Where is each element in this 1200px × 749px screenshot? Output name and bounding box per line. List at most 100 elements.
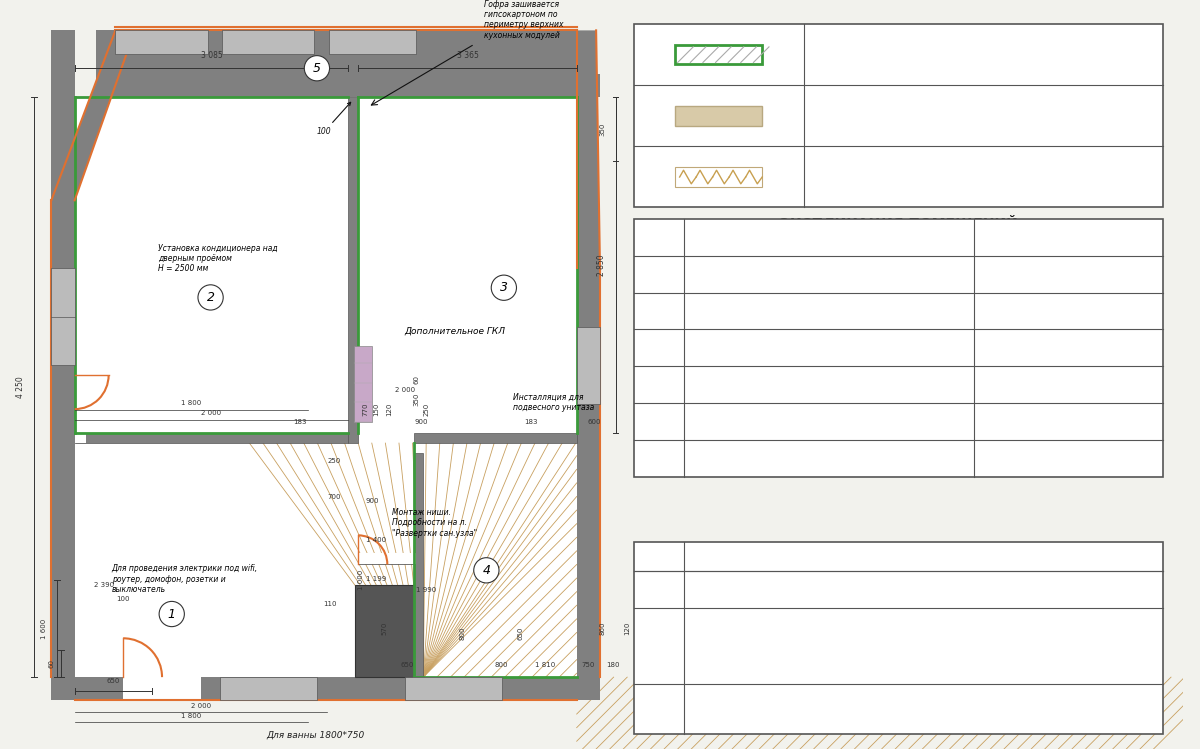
Text: 60: 60 [48,659,54,668]
Text: 3: 3 [655,342,664,354]
Bar [222,31,314,54]
Text: 150: 150 [373,402,379,416]
Circle shape [491,275,516,300]
Text: 4 250: 4 250 [16,377,25,398]
Text: 1 400: 1 400 [366,537,386,543]
Text: 1 810: 1 810 [534,662,554,669]
Bar [74,434,348,443]
Bar [96,31,577,97]
Text: Прихожая: Прихожая [698,267,764,281]
Text: Установка кондиционера в спальне: Установка кондиционера в спальне [694,585,890,595]
Circle shape [474,558,499,583]
Text: ЭКСПЛИКАЦИЯ ПОМЕЩЕНИЙ: ЭКСПЛИКАЦИЯ ПОМЕЩЕНИЙ [779,215,1018,230]
Bar [404,677,502,700]
Text: Установка кондиционера над
дверным проёмом
Н = 2500 мм: Установка кондиционера над дверным проём… [158,243,277,273]
Text: 750: 750 [582,662,595,669]
Text: 250: 250 [328,458,341,464]
Text: 4,39 м²: 4,39 м² [1045,378,1091,391]
Bar [674,45,762,64]
Polygon shape [52,31,134,200]
Text: Инсталляция для
подвесного унитаза: Инсталляция для подвесного унитаза [512,392,594,412]
Text: Короб инсталляции для подвесного унитаза. Ширина
короба = 250 мм., высота = до п: Короб инсталляции для подвесного унитаза… [694,629,1002,663]
Text: 183: 183 [524,419,538,425]
Text: Гофра зашивается
гипсокартоном по
периметру верхних
кухонных модулей: Гофра зашивается гипсокартоном по периме… [485,0,564,40]
Text: 60: 60 [414,375,420,384]
Bar [74,375,86,443]
Bar [358,555,414,565]
Text: 3 085: 3 085 [200,52,222,61]
Text: 5: 5 [655,415,664,428]
Text: 700: 700 [328,494,341,500]
Text: №: № [653,231,666,243]
Text: Установка натяжного потолка во всех помещениях,
включая лоджию: Установка натяжного потолка во всех поме… [694,698,980,720]
Text: 800: 800 [494,662,508,669]
Text: 183: 183 [293,419,307,425]
Text: 110: 110 [323,601,337,607]
Text: Всего:: Всего: [698,452,740,465]
Text: Кухня: Кухня [698,342,737,354]
Bar [414,434,577,443]
Text: 3 365: 3 365 [456,52,479,61]
Text: ГКЛВ в 2 слоя
(Зашивается только в сан.узле): ГКЛВ в 2 слоя (Зашивается только в сан.у… [890,163,1078,185]
Text: 4: 4 [482,564,491,577]
Text: 3: 3 [500,281,508,294]
Text: 900: 900 [414,419,428,425]
Text: 1 990: 1 990 [416,586,437,592]
Text: 900: 900 [366,498,379,504]
Bar [52,31,74,200]
Bar [634,542,1163,735]
Text: Пеноблок: Пеноблок [952,48,1015,61]
Text: 1 199: 1 199 [366,576,386,582]
Bar [674,167,762,187]
Bar [414,453,424,677]
Circle shape [160,601,185,627]
Bar [634,23,1163,207]
Text: 1 800: 1 800 [181,713,202,719]
Text: 600: 600 [588,419,601,425]
Text: 8,79 м²: 8,79 м² [1045,267,1091,281]
Text: 180: 180 [606,662,619,669]
Bar [577,327,600,404]
Bar [634,219,1163,477]
Text: 800: 800 [460,627,466,640]
Bar [115,31,208,54]
Circle shape [305,55,330,81]
Text: 570: 570 [382,622,388,635]
Text: 350: 350 [414,392,420,406]
Text: 2 000: 2 000 [202,410,222,416]
Polygon shape [577,31,600,268]
Circle shape [198,285,223,310]
Text: 350: 350 [599,122,605,136]
Text: Спальня: Спальня [698,305,754,318]
Bar [348,97,358,443]
Bar [358,553,416,565]
Text: 1 800: 1 800 [181,400,202,406]
Bar [221,677,318,700]
Text: 650: 650 [400,662,414,669]
Text: 5: 5 [313,61,320,75]
Text: Наименование: Наименование [781,231,877,243]
Text: 40,02 м²: 40,02 м² [1040,452,1096,465]
Text: 1: 1 [168,607,175,620]
Text: 1: 1 [655,267,664,281]
Text: Монтаж ниши.
Подробности на л.
"Развертки сан.узла": Монтаж ниши. Подробности на л. "Развертк… [392,508,478,538]
Text: Сан.узел: Сан.узел [698,378,756,391]
Text: 100: 100 [116,596,130,602]
Text: 250: 250 [424,402,430,416]
Text: 9,47 м²: 9,47 м² [1045,342,1091,354]
Text: Для ванны 1800*750: Для ванны 1800*750 [266,731,365,740]
Bar [74,97,577,677]
Text: 2 850: 2 850 [598,255,606,276]
Text: 100: 100 [317,103,350,136]
Bar [124,677,200,700]
Bar [329,31,416,54]
Text: Площадь: Площадь [1038,231,1098,243]
Text: ГКЛ в 1 слой: ГКЛ в 1 слой [942,109,1025,122]
Text: Примечания: Примечания [883,551,964,563]
Text: Для проведения электрики под wifi,
роутер, домофон, розетки и
выключатель: Для проведения электрики под wifi, роуте… [112,564,258,594]
Text: 650: 650 [517,627,523,640]
Text: 1 600: 1 600 [41,619,47,639]
Text: 770: 770 [362,402,368,416]
Text: 2 000: 2 000 [191,703,211,709]
Bar [52,677,600,700]
